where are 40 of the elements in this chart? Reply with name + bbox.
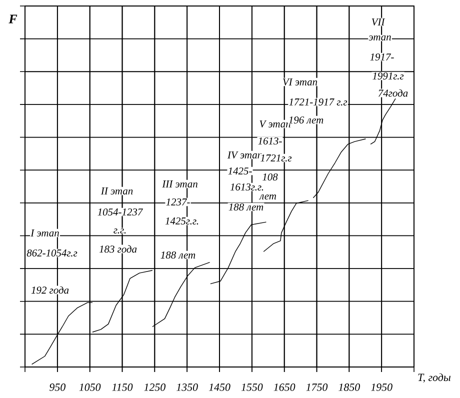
x-tick-label: 1150: [112, 384, 133, 391]
annotation: 183 года: [99, 245, 137, 253]
annotation: III этап: [162, 180, 198, 188]
annotation: лет: [259, 194, 276, 200]
annotation: 1425-: [228, 168, 252, 175]
x-tick-label: 950: [50, 384, 66, 391]
text: 74года: [378, 89, 408, 97]
annotation: 192 года: [31, 286, 69, 294]
x-tick-label: 1850: [338, 384, 360, 391]
annotation: I этап: [30, 230, 59, 236]
annotation: 196 лет: [288, 116, 324, 124]
annotation: 1721-1917 г.г: [289, 98, 348, 106]
x-tick-label: 1050: [79, 384, 101, 391]
annotation: V этап: [260, 120, 290, 128]
text: VI этап: [282, 78, 318, 86]
annotation: 108: [262, 173, 278, 181]
annotation: 1054-1237: [98, 208, 144, 216]
text: 1917-: [370, 53, 394, 61]
x-tick-label: 1650: [274, 384, 296, 391]
annotation: 1425г.г.: [165, 217, 198, 225]
x-tick-label: 1950: [371, 384, 392, 391]
annotation: 1613-: [258, 138, 282, 145]
annotation: г.г.: [114, 228, 126, 234]
x-axis-title: T, годы: [418, 373, 450, 383]
annotation: 1237-: [166, 198, 190, 206]
annotation: II этап: [100, 188, 133, 194]
x-tick-label: 1750: [306, 384, 328, 391]
x-tick-label: 1550: [241, 384, 263, 391]
text: F: [8, 14, 18, 24]
text: VII: [372, 18, 386, 26]
text: 1991г.г: [372, 72, 404, 80]
annotation: 1721г.г: [260, 154, 292, 162]
x-tick-label: 1450: [208, 384, 230, 391]
x-tick-label: 1350: [176, 384, 198, 391]
annotation: 188 лет: [228, 203, 264, 211]
text: этап: [368, 35, 391, 40]
annotation: 862-1054г.г: [26, 249, 78, 257]
annotation: 1613г.г.: [230, 183, 264, 191]
annotation: 188 лет: [160, 251, 196, 259]
x-tick-label: 1250: [144, 384, 166, 391]
